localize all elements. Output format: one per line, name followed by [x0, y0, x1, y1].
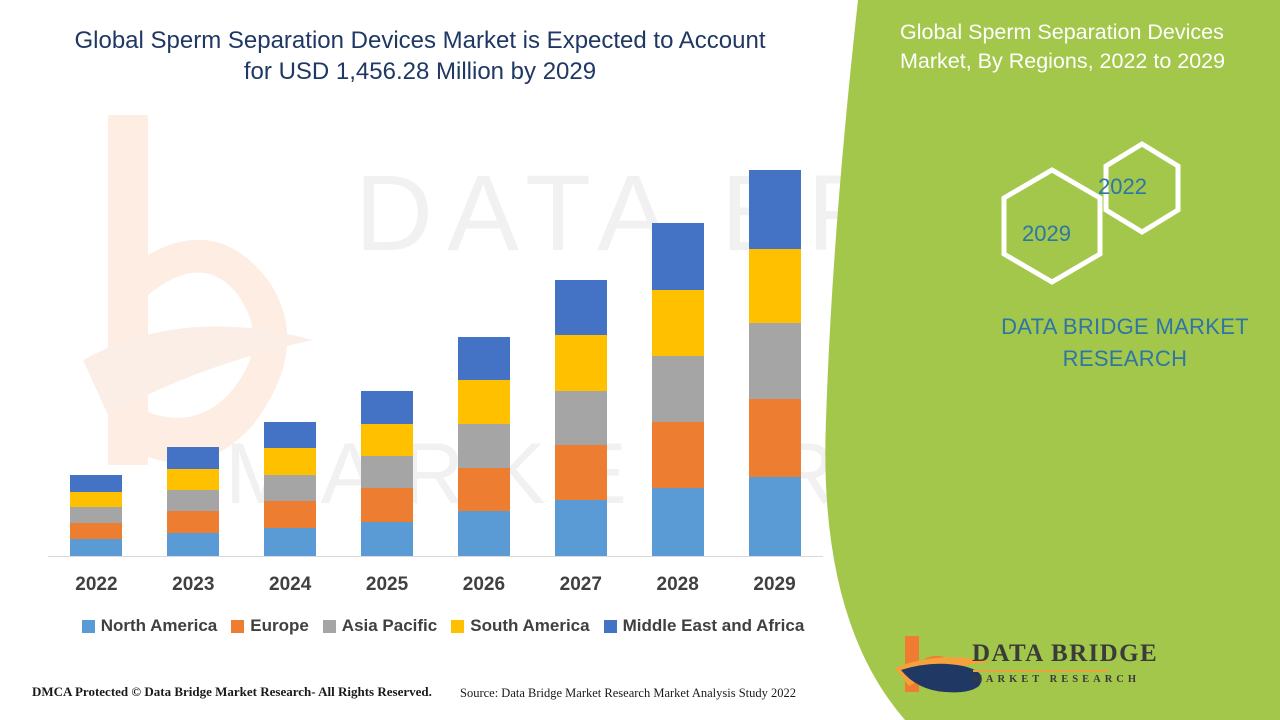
footer-copyright: DMCA Protected © Data Bridge Market Rese…	[32, 684, 432, 699]
logo-sub-text: MARKET RESEARCH	[972, 673, 1141, 685]
bar-segment	[554, 444, 607, 500]
bar-segment	[748, 322, 801, 399]
x-axis-label: 2022	[75, 574, 118, 595]
bar-segment	[748, 398, 801, 477]
bar-column	[630, 170, 726, 556]
legend-swatch-icon	[603, 619, 617, 633]
bar-column	[533, 170, 629, 556]
bar-segment	[361, 521, 414, 556]
legend-item[interactable]: Middle East and Africa	[603, 616, 805, 636]
bar-segment	[651, 223, 704, 290]
hexagon-badges	[1001, 141, 1181, 285]
logo-divider	[973, 670, 1108, 672]
bar-segment	[651, 289, 704, 357]
x-axis-label: 2026	[462, 574, 506, 595]
page-title: Global Sperm Separation Devices Market i…	[74, 27, 766, 85]
legend-label: South America	[470, 616, 590, 635]
legend-label: North America	[100, 616, 218, 635]
x-axis-label: 2028	[656, 574, 699, 595]
bar-segment	[361, 456, 414, 489]
bar-segment	[167, 446, 220, 469]
x-axis-label: 2027	[559, 574, 602, 595]
bar-segment	[264, 474, 317, 501]
legend-swatch-icon	[231, 619, 245, 633]
legend-item[interactable]: Europe	[231, 616, 309, 636]
bar-segment	[748, 476, 801, 556]
bar-segment	[457, 511, 510, 556]
chart-legend: North America Europe Asia Pacific South Ame…	[48, 616, 838, 636]
bar-segment	[70, 522, 123, 540]
stacked-bar-chart	[48, 170, 823, 556]
bar-segment	[70, 507, 123, 523]
x-axis-labels: 2022 2023 2024 2025 2026 2027 2028 2029	[48, 574, 823, 604]
hexagon-2029-icon	[1001, 167, 1103, 285]
hexagon-2022-icon	[1103, 141, 1181, 235]
bar-segment	[361, 390, 414, 424]
panel-title: Global Sperm Separation Devices Market, …	[900, 20, 1226, 74]
logo-wordmark: DATA BRIDGE MARKET RESEARCH	[972, 640, 1158, 685]
stacked-bar	[554, 280, 607, 556]
legend-label: Asia Pacific	[341, 616, 438, 635]
bar-segment	[651, 356, 704, 422]
legend-label: Europe	[250, 616, 309, 635]
bar-segment	[748, 249, 801, 323]
legend-swatch-icon	[451, 619, 465, 633]
bar-segment	[70, 491, 123, 508]
legend-item[interactable]: Asia Pacific	[322, 616, 438, 636]
bar-segment	[361, 488, 414, 522]
bar-segment	[457, 380, 510, 424]
stacked-bar	[264, 421, 317, 556]
hexagon-2022-label: 2022	[1098, 174, 1147, 199]
bar-segment	[167, 533, 220, 556]
bar-column	[339, 170, 435, 556]
bar-segment	[554, 280, 607, 336]
bar-segment	[70, 474, 123, 492]
bar-segment	[264, 500, 317, 528]
data-bridge-logo-icon	[895, 636, 991, 693]
stacked-bar	[748, 170, 801, 556]
bar-column	[145, 170, 241, 556]
legend-item[interactable]: South America	[451, 616, 590, 636]
stacked-bar	[457, 336, 510, 556]
bar-segment	[264, 421, 317, 448]
stacked-bar	[651, 223, 704, 556]
legend-label: Middle East and Africa	[622, 616, 805, 635]
bar-column	[727, 170, 823, 556]
bar-segment	[361, 423, 414, 457]
logo-main-text: DATA BRIDGE	[972, 640, 1159, 667]
bar-segment	[651, 421, 704, 489]
bar-column	[436, 170, 532, 556]
stacked-bar	[167, 446, 220, 556]
bar-segment	[167, 468, 220, 491]
bar-segment	[167, 511, 220, 534]
bar-column	[242, 170, 338, 556]
x-axis-label: 2024	[269, 574, 312, 595]
stacked-bar	[361, 390, 414, 556]
bar-segment	[554, 335, 607, 391]
bar-segment	[651, 488, 704, 556]
bar-segment	[457, 336, 510, 381]
hexagon-2029-label: 2029	[1022, 221, 1071, 246]
stacked-bar	[70, 474, 123, 556]
bar-segment	[457, 467, 510, 512]
legend-item[interactable]: North America	[81, 616, 218, 636]
bar-segment	[554, 390, 607, 445]
bar-segment	[748, 170, 801, 250]
bar-segment	[264, 447, 317, 475]
bar-segment	[554, 499, 607, 556]
x-axis-label: 2025	[365, 574, 409, 595]
footer-source: Source: Data Bridge Market Research Mark…	[460, 686, 797, 700]
legend-swatch-icon	[322, 619, 336, 633]
bar-segment	[264, 527, 317, 556]
brand-name: DATA BRIDGE MARKET RESEARCH	[1001, 314, 1249, 371]
x-axis-line	[48, 556, 823, 557]
bar-segment	[70, 539, 123, 556]
legend-swatch-icon	[81, 619, 95, 633]
bar-column	[48, 170, 144, 556]
bar-segment	[457, 423, 510, 468]
x-axis-label: 2023	[172, 574, 215, 595]
bar-segment	[167, 490, 220, 512]
x-axis-label: 2029	[753, 574, 796, 595]
